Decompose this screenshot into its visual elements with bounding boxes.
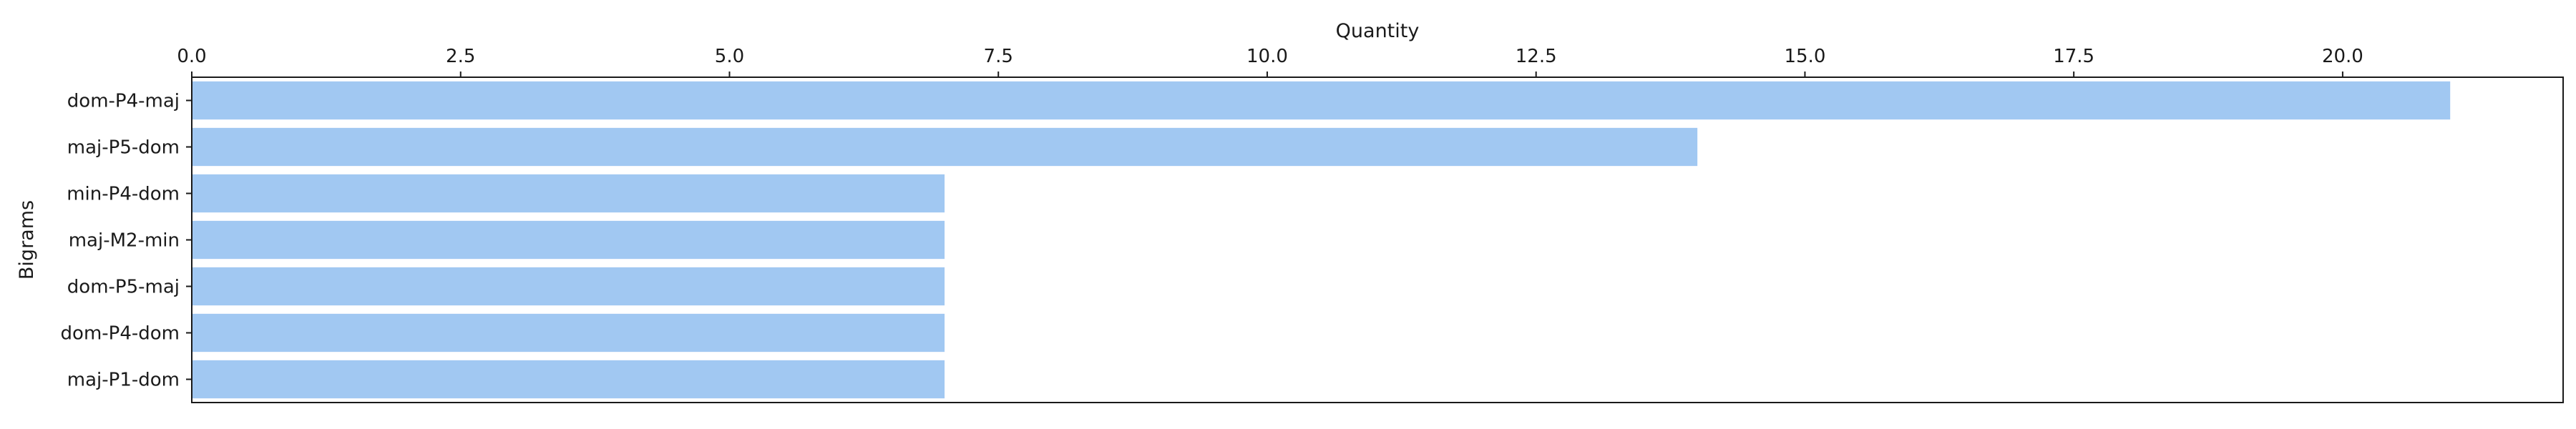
bar-dom-P4-dom	[192, 313, 945, 352]
bar-maj-M2-min	[192, 220, 945, 260]
x-tick-label: 5.0	[715, 46, 744, 67]
bar-maj-P5-dom	[192, 127, 1698, 167]
x-tick-label: 7.5	[984, 46, 1013, 67]
bar-dom-P4-maj	[192, 81, 2451, 120]
y-tick-label: maj-M2-min	[69, 230, 180, 252]
y-ticks-group: dom-P4-maj maj-P5-dom min-P4-dom maj-M2-min…	[61, 91, 192, 391]
y-axis-label: Bigrams	[16, 200, 38, 280]
y-tick-label: maj-P5-dom	[67, 137, 180, 159]
y-tick-label: dom-P4-maj	[67, 91, 180, 112]
x-tick-label: 15.0	[1784, 46, 1825, 67]
y-tick-label: maj-P1-dom	[67, 370, 180, 391]
y-tick-label: dom-P4-dom	[61, 323, 180, 345]
bar-dom-P5-maj	[192, 267, 945, 306]
x-tick-label: 10.0	[1246, 46, 1288, 67]
bars-group	[192, 81, 2451, 399]
x-tick-label: 2.5	[446, 46, 475, 67]
x-tick-label: 17.5	[2053, 46, 2094, 67]
x-tick-label: 20.0	[2322, 46, 2363, 67]
bar-min-P4-dom	[192, 174, 945, 213]
bar-maj-P1-dom	[192, 360, 945, 399]
x-tick-label: 0.0	[177, 46, 206, 67]
y-tick-label: dom-P5-maj	[67, 277, 180, 298]
y-tick-label: min-P4-dom	[67, 184, 180, 205]
plot-frame	[191, 77, 2564, 403]
x-axis-label: Quantity	[1336, 20, 1420, 42]
x-tick-label: 12.5	[1516, 46, 1557, 67]
x-ticks-group: 0.0 2.5 5.0 7.5 10.0 12.5 15.0 17.5 20.0	[177, 46, 2363, 77]
